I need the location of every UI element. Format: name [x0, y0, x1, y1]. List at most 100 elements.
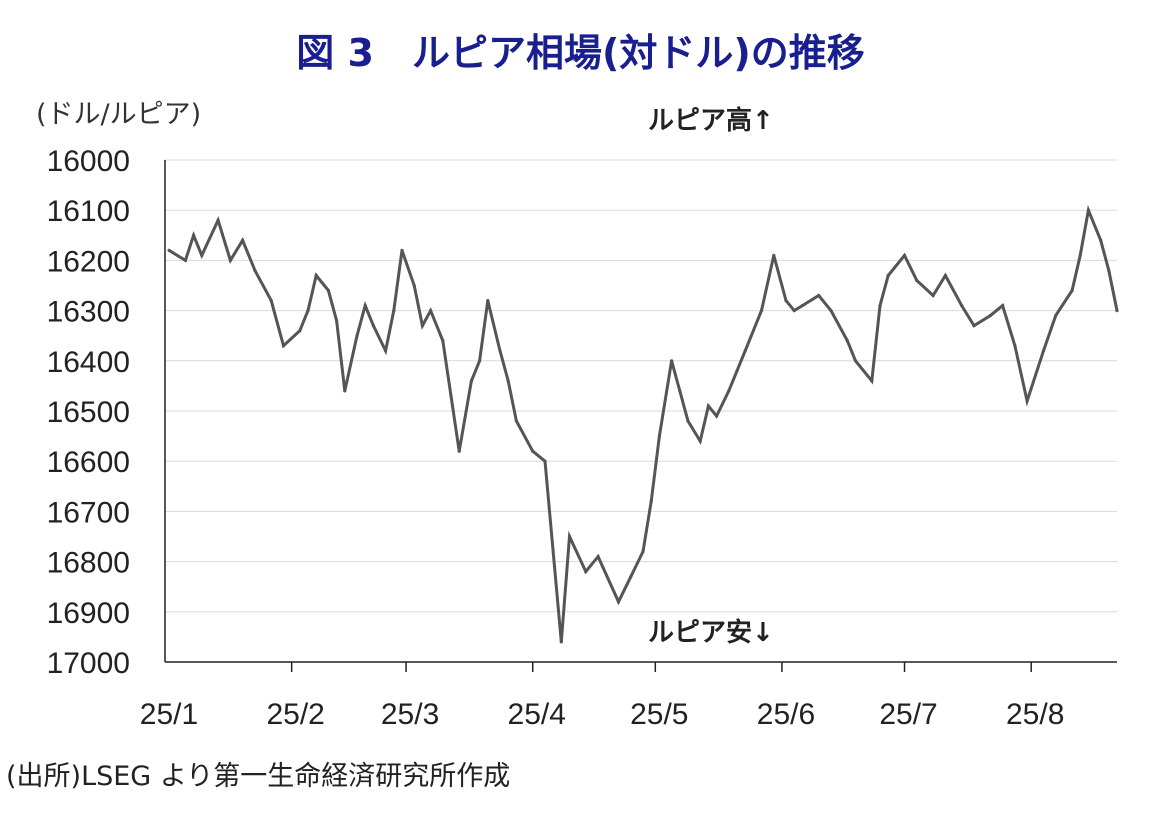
- data-point: [853, 359, 858, 363]
- data-point: [988, 314, 992, 318]
- data-point: [800, 304, 805, 308]
- y-tick-label: 16400: [47, 346, 130, 379]
- x-tick-label: 25/6: [757, 698, 815, 731]
- data-point: [1025, 399, 1029, 403]
- data-point: [972, 324, 976, 328]
- data-point: [772, 253, 776, 257]
- data-point: [506, 379, 510, 383]
- data-point: [306, 309, 310, 313]
- series-line-rupiah: [168, 204, 1119, 643]
- data-point: [1115, 309, 1119, 313]
- y-axis-unit-label: (ドル/ルピア): [36, 99, 202, 130]
- data-point: [441, 339, 445, 343]
- data-point: [1013, 344, 1017, 348]
- data-point: [420, 324, 424, 328]
- gridlines: [165, 159, 1117, 613]
- y-tick-label: 16000: [47, 145, 130, 178]
- data-point: [167, 248, 171, 252]
- data-point: [686, 419, 690, 423]
- source-note: (出所)LSEG より第一生命経済研究所作成: [6, 761, 511, 792]
- data-point: [706, 404, 711, 408]
- data-point: [314, 273, 318, 278]
- data-point: [457, 449, 461, 453]
- y-tick-label: 16900: [47, 597, 130, 630]
- data-point: [253, 268, 257, 272]
- data-point: [343, 389, 347, 393]
- data-point: [371, 324, 375, 328]
- data-point: [200, 253, 204, 257]
- data-point: [228, 258, 232, 262]
- data-point: [298, 329, 302, 333]
- data-point: [192, 233, 196, 237]
- data-point: [384, 349, 388, 353]
- data-point: [792, 309, 796, 313]
- x-tick-label: 25/1: [140, 698, 198, 731]
- x-tick-label: 25/2: [266, 698, 324, 731]
- y-tick-label: 16200: [47, 245, 130, 278]
- data-point: [845, 339, 849, 343]
- data-point: [1086, 208, 1090, 212]
- data-point: [915, 278, 919, 283]
- data-point: [478, 359, 482, 363]
- data-point: [392, 309, 396, 313]
- data-point: [543, 459, 547, 463]
- data-point: [514, 419, 519, 423]
- data-point: [727, 389, 731, 393]
- y-tick-label: 16700: [47, 496, 130, 529]
- x-tick-label: 25/5: [630, 698, 688, 731]
- data-point: [241, 238, 245, 242]
- data-point: [531, 449, 535, 453]
- axes: [164, 160, 1117, 663]
- series-lines: [167, 204, 1119, 644]
- data-point: [400, 248, 404, 252]
- data-point: [670, 359, 674, 363]
- data-point: [216, 218, 220, 222]
- data-point: [355, 334, 359, 338]
- data-point: [649, 499, 653, 503]
- data-point: [567, 534, 572, 539]
- x-tick-label: 25/4: [508, 698, 566, 731]
- data-point: [449, 394, 453, 398]
- data-point: [616, 600, 621, 604]
- annotation-rupiah-high: ルピア高↑: [648, 106, 774, 136]
- y-tick-label: 16500: [47, 396, 130, 429]
- y-tick-label: 16800: [47, 547, 130, 580]
- data-point: [498, 349, 502, 353]
- data-point: [943, 273, 948, 278]
- data-point: [1099, 238, 1103, 242]
- data-point: [902, 253, 907, 257]
- data-point: [657, 434, 662, 438]
- data-point: [469, 379, 473, 383]
- y-tick-label: 17000: [47, 647, 130, 680]
- data-point: [886, 273, 890, 278]
- data-point: [335, 319, 339, 323]
- x-axis-ticks: 25/1 25/2 25/3 25/4 25/5 25/6 25/7 25/8: [140, 662, 1064, 731]
- data-point: [1041, 349, 1046, 353]
- data-point: [629, 575, 633, 579]
- data-point: [326, 288, 330, 293]
- data-point: [931, 293, 935, 298]
- data-point: [559, 640, 563, 644]
- data-point: [715, 414, 719, 418]
- data-point: [678, 389, 682, 393]
- data-point: [269, 299, 273, 303]
- data-point: [429, 309, 433, 313]
- y-tick-label: 16300: [47, 296, 130, 329]
- data-point: [735, 369, 739, 373]
- data-point: [584, 570, 588, 574]
- data-point: [960, 304, 964, 308]
- data-point: [486, 299, 490, 303]
- x-tick-label: 25/7: [879, 698, 937, 731]
- data-point: [641, 550, 645, 554]
- data-point: [743, 349, 747, 353]
- data-point: [363, 304, 367, 308]
- data-point: [1054, 314, 1058, 318]
- data-point: [784, 299, 788, 303]
- x-tick-label: 25/8: [1006, 698, 1064, 731]
- chart-title: 図 3 ルピア相場(対ドル)の推移: [296, 31, 865, 75]
- data-point: [878, 304, 882, 308]
- data-point: [1070, 288, 1074, 293]
- y-tick-label: 16600: [47, 446, 130, 479]
- data-point: [829, 309, 833, 313]
